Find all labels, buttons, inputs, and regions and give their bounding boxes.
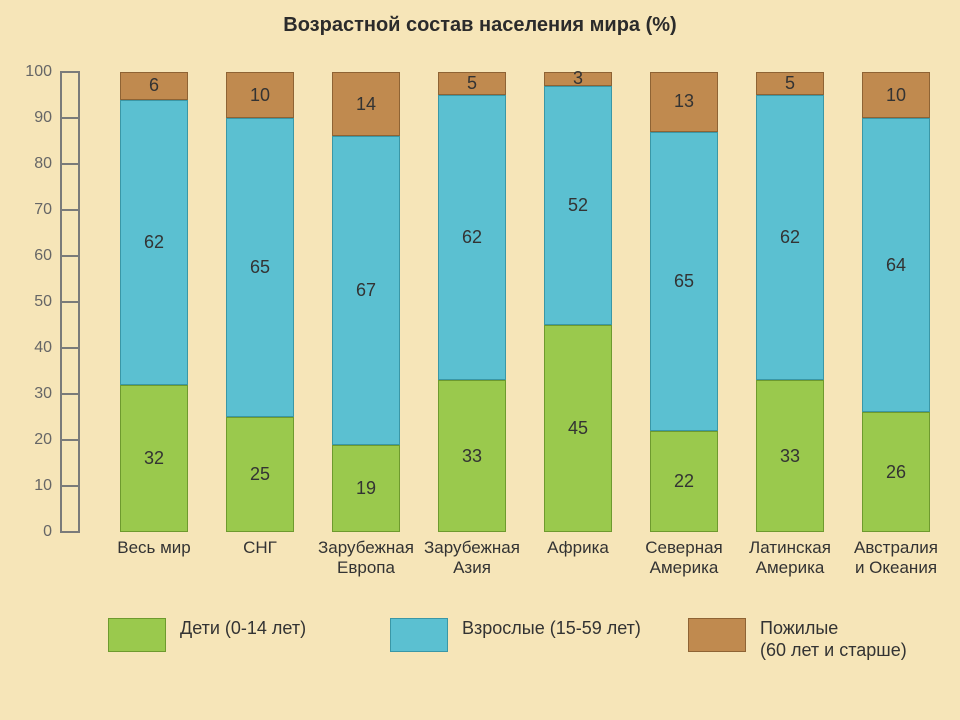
- legend-swatch: [108, 618, 166, 652]
- bar-segment: 5: [756, 72, 824, 95]
- bar-segment: 26: [862, 412, 930, 532]
- bar-segment: 32: [120, 385, 188, 532]
- legend-item: Дети (0-14 лет): [108, 618, 306, 652]
- bar-segment: 22: [650, 431, 718, 532]
- y-tick-label: 10: [0, 477, 52, 495]
- y-tick-label: 30: [0, 385, 52, 403]
- bar: 136522: [650, 72, 718, 532]
- y-tick-label: 60: [0, 247, 52, 265]
- bar-segment: 65: [226, 118, 294, 417]
- bar-segment: 25: [226, 417, 294, 532]
- legend-label: Взрослые (15-59 лет): [462, 618, 641, 640]
- bar: 106525: [226, 72, 294, 532]
- x-axis-label: ЛатинскаяАмерика: [739, 538, 841, 579]
- y-tick-mark: [60, 255, 80, 257]
- bar-segment: 13: [650, 72, 718, 132]
- bar: 66232: [120, 72, 188, 532]
- x-axis-label: СевернаяАмерика: [633, 538, 735, 579]
- bar-segment: 52: [544, 86, 612, 325]
- y-tick-mark: [60, 439, 80, 441]
- y-tick-mark: [60, 531, 80, 533]
- bar-segment: 19: [332, 445, 400, 532]
- y-tick-mark: [60, 209, 80, 211]
- bar-segment: 5: [438, 72, 506, 95]
- bar-segment: 14: [332, 72, 400, 136]
- bar-segment: 65: [650, 132, 718, 431]
- bar-segment: 3: [544, 72, 612, 86]
- y-tick-mark: [60, 71, 80, 73]
- x-axis-label: Австралияи Океания: [845, 538, 947, 579]
- x-axis-label: Весь мир: [103, 538, 205, 558]
- bar-segment: 33: [756, 380, 824, 532]
- legend-swatch: [688, 618, 746, 652]
- bar-segment: 62: [120, 100, 188, 385]
- bar-segment: 10: [226, 72, 294, 118]
- y-tick-label: 70: [0, 201, 52, 219]
- y-tick-label: 50: [0, 293, 52, 311]
- bar-segment: 10: [862, 72, 930, 118]
- bar-segment: 6: [120, 72, 188, 100]
- bar: 56233: [756, 72, 824, 532]
- bar: 35245: [544, 72, 612, 532]
- bar-segment: 67: [332, 136, 400, 444]
- y-tick-mark: [60, 301, 80, 303]
- y-tick-label: 40: [0, 339, 52, 357]
- bar-segment: 62: [756, 95, 824, 380]
- legend-label: Пожилые(60 лет и старше): [760, 618, 907, 661]
- y-tick-label: 90: [0, 109, 52, 127]
- chart-canvas: Возрастной состав населения мира (%) 662…: [0, 0, 960, 720]
- y-tick-label: 20: [0, 431, 52, 449]
- y-tick-label: 100: [0, 63, 52, 81]
- bar-segment: 64: [862, 118, 930, 412]
- y-tick-mark: [60, 163, 80, 165]
- y-tick-mark: [60, 347, 80, 349]
- x-axis-label: Африка: [527, 538, 629, 558]
- bar-segment: 33: [438, 380, 506, 532]
- y-tick-mark: [60, 393, 80, 395]
- y-tick-mark: [60, 117, 80, 119]
- legend-swatch: [390, 618, 448, 652]
- legend-item: Взрослые (15-59 лет): [390, 618, 641, 652]
- bar: 106426: [862, 72, 930, 532]
- bar: 146719: [332, 72, 400, 532]
- y-tick-mark: [60, 485, 80, 487]
- bar-segment: 62: [438, 95, 506, 380]
- chart-title: Возрастной состав населения мира (%): [0, 14, 960, 37]
- x-axis-label: ЗарубежнаяАзия: [421, 538, 523, 579]
- y-tick-label: 80: [0, 155, 52, 173]
- legend-label: Дети (0-14 лет): [180, 618, 306, 640]
- bar: 56233: [438, 72, 506, 532]
- bar-segment: 45: [544, 325, 612, 532]
- x-axis-label: ЗарубежнаяЕвропа: [315, 538, 417, 579]
- y-tick-label: 0: [0, 523, 52, 541]
- legend-item: Пожилые(60 лет и старше): [688, 618, 907, 661]
- plot-area: 6623210652514671956233352451365225623310…: [80, 72, 932, 532]
- x-axis-label: СНГ: [209, 538, 311, 558]
